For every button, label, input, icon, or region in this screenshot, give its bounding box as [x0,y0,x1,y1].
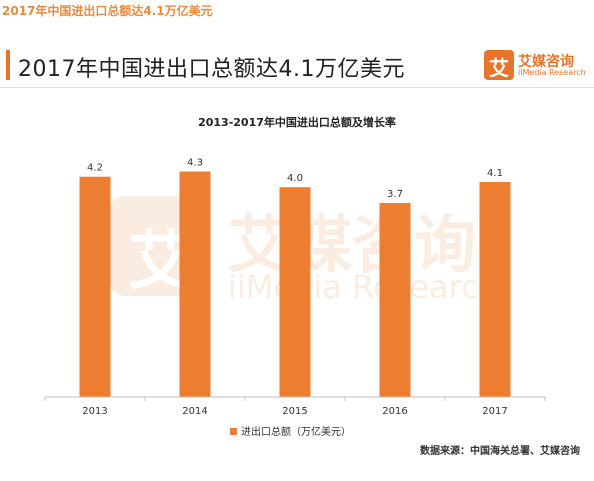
bar-2014 [179,171,211,397]
value-label-2013: 4.2 [87,163,103,174]
x-tick-label-2017: 2017 [482,406,507,417]
header: 2017年中国进出口总额达4.1万亿美元 艾 艾媒咨询 iiMedia Rese… [0,42,594,88]
value-label-2014: 4.3 [187,157,203,168]
brand-logo: 艾 艾媒咨询 iiMedia Research [484,50,592,82]
logo-icon: 艾 [484,50,514,80]
bar-2013 [79,176,111,397]
top-title: 2017年中国进出口总额达4.1万亿美元 [2,4,213,18]
bar-2016 [379,202,411,397]
x-tick-label-2015: 2015 [282,406,307,417]
page-title: 2017年中国进出口总额达4.1万亿美元 [18,57,405,82]
x-tick-label-2013: 2013 [82,406,107,417]
value-label-2016: 3.7 [387,189,403,200]
data-source: 数据来源：中国海关总署、艾媒咨询 [420,446,580,457]
chart-title: 2013-2017年中国进出口总额及增长率 [198,115,396,129]
legend: 进出口总额（万亿美元） [230,425,351,438]
x-tick-label-2016: 2016 [382,406,407,417]
logo-text-cn: 艾媒咨询 [518,54,574,70]
bar-2017 [479,181,511,397]
title-accent-bar [6,50,10,80]
logo-glyph: 艾 [489,56,509,80]
header-divider [0,87,594,88]
legend-swatch [230,428,237,435]
x-tick-label-2014: 2014 [182,406,207,417]
bar-2015 [279,187,311,397]
logo-text-en: iiMedia Research [518,68,586,77]
value-label-2017: 4.1 [487,168,503,179]
value-label-2015: 4.0 [287,173,303,184]
legend-label: 进出口总额（万亿美元） [241,425,351,438]
